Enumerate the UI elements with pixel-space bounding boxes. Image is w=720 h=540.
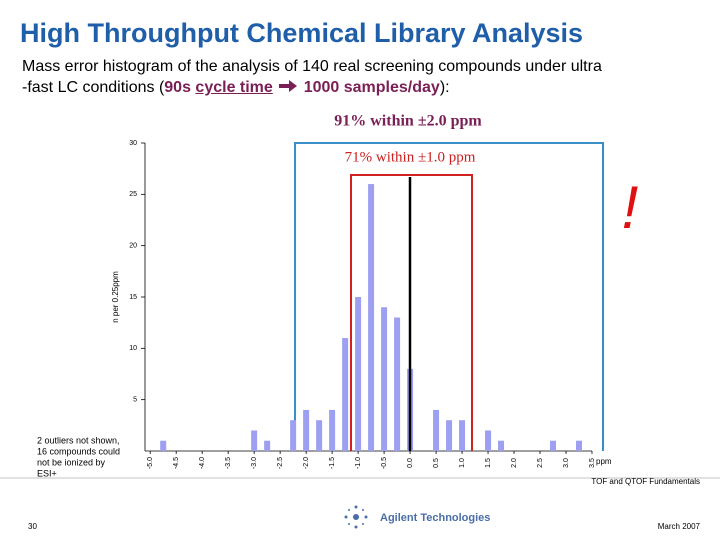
bar [342, 338, 349, 451]
y-tick-label: 20 [129, 243, 137, 250]
note-line: 2 outliers not shown, [37, 435, 120, 445]
bar [329, 409, 336, 451]
x-tick-label: -2.5 [277, 457, 284, 469]
footer-date: March 2007 [658, 522, 701, 531]
note-line: 16 compounds could [37, 446, 120, 456]
range-frame-outer [294, 142, 604, 451]
bar [446, 420, 453, 451]
range-frame-inner [350, 174, 473, 451]
x-tick-label: -0.5 [381, 457, 388, 469]
y-tick-label: 25 [129, 191, 137, 198]
bar [264, 440, 271, 451]
x-tick-label: 0.5 [433, 458, 440, 468]
y-tick-label: 15 [129, 294, 137, 301]
subtitle-text: -fast LC conditions ( [22, 79, 165, 96]
x-tick-label: 1.5 [485, 458, 492, 468]
x-tick-label: -3.5 [225, 457, 232, 469]
subtitle-highlight: 1000 samples/day [303, 79, 440, 96]
slide-title: High Throughput Chemical Library Analysi… [20, 18, 584, 48]
bar [407, 368, 414, 451]
y-axis-label: n per 0.25ppm [111, 271, 120, 323]
x-tick-label: 3.5 [589, 458, 596, 468]
bar [381, 307, 388, 451]
bar [459, 420, 466, 451]
bar [251, 430, 258, 451]
x-tick-label: 2.5 [537, 458, 544, 468]
bar [498, 440, 505, 451]
logo [344, 505, 368, 529]
x-tick-label: -4.0 [199, 457, 206, 469]
subtitle-highlight: cycle time [195, 79, 273, 96]
bar [394, 317, 401, 451]
bar [485, 430, 492, 451]
x-tick-label: -2.0 [303, 457, 310, 469]
x-tick-label: -3.0 [251, 457, 258, 469]
bar [433, 409, 440, 451]
bar [355, 297, 362, 451]
y-tick-label: 5 [133, 397, 137, 404]
note-line: ESI+ [37, 468, 57, 478]
x-tick-label: 3.0 [563, 458, 570, 468]
note-line: not be ionized by [37, 457, 106, 467]
x-tick-label: 0.0 [407, 458, 414, 468]
company: Agilent Technologies [380, 512, 490, 524]
subtitle-text: Mass error histogram of the analysis of … [22, 58, 602, 75]
footer-title: TOF and QTOF Fundamentals [591, 477, 700, 486]
x-tick-label: 1.0 [459, 458, 466, 468]
bar [290, 420, 297, 451]
x-tick-label: -5.0 [147, 457, 154, 469]
bar [316, 420, 323, 451]
y-tick-label: 10 [129, 345, 137, 352]
bar [368, 184, 375, 452]
note: 2 outliers not shown,16 compounds couldn… [37, 435, 120, 478]
page-number: 30 [28, 522, 37, 531]
x-axis-label: ppm [596, 457, 612, 466]
y-tick-label: 30 [129, 140, 137, 147]
subtitle-text: ): [439, 79, 450, 96]
bar [576, 440, 583, 451]
subtitle-highlight: 90s [164, 79, 196, 96]
subtitle: Mass error histogram of the analysis of … [22, 56, 712, 98]
bar [303, 409, 310, 451]
x-tick-label: 2.0 [511, 458, 518, 468]
x-tick-label: -1.0 [355, 457, 362, 469]
bar [550, 440, 557, 451]
arrow-icon [279, 80, 298, 92]
annotation-outer: 91% within ±2.0 ppm [334, 113, 482, 130]
annotation-alert: ! [622, 174, 639, 241]
annotation-inner: 71% within ±1.0 ppm [345, 149, 476, 165]
x-tick-label: -1.5 [329, 457, 336, 469]
x-tick-label: -4.5 [173, 457, 180, 469]
bar [160, 440, 167, 451]
